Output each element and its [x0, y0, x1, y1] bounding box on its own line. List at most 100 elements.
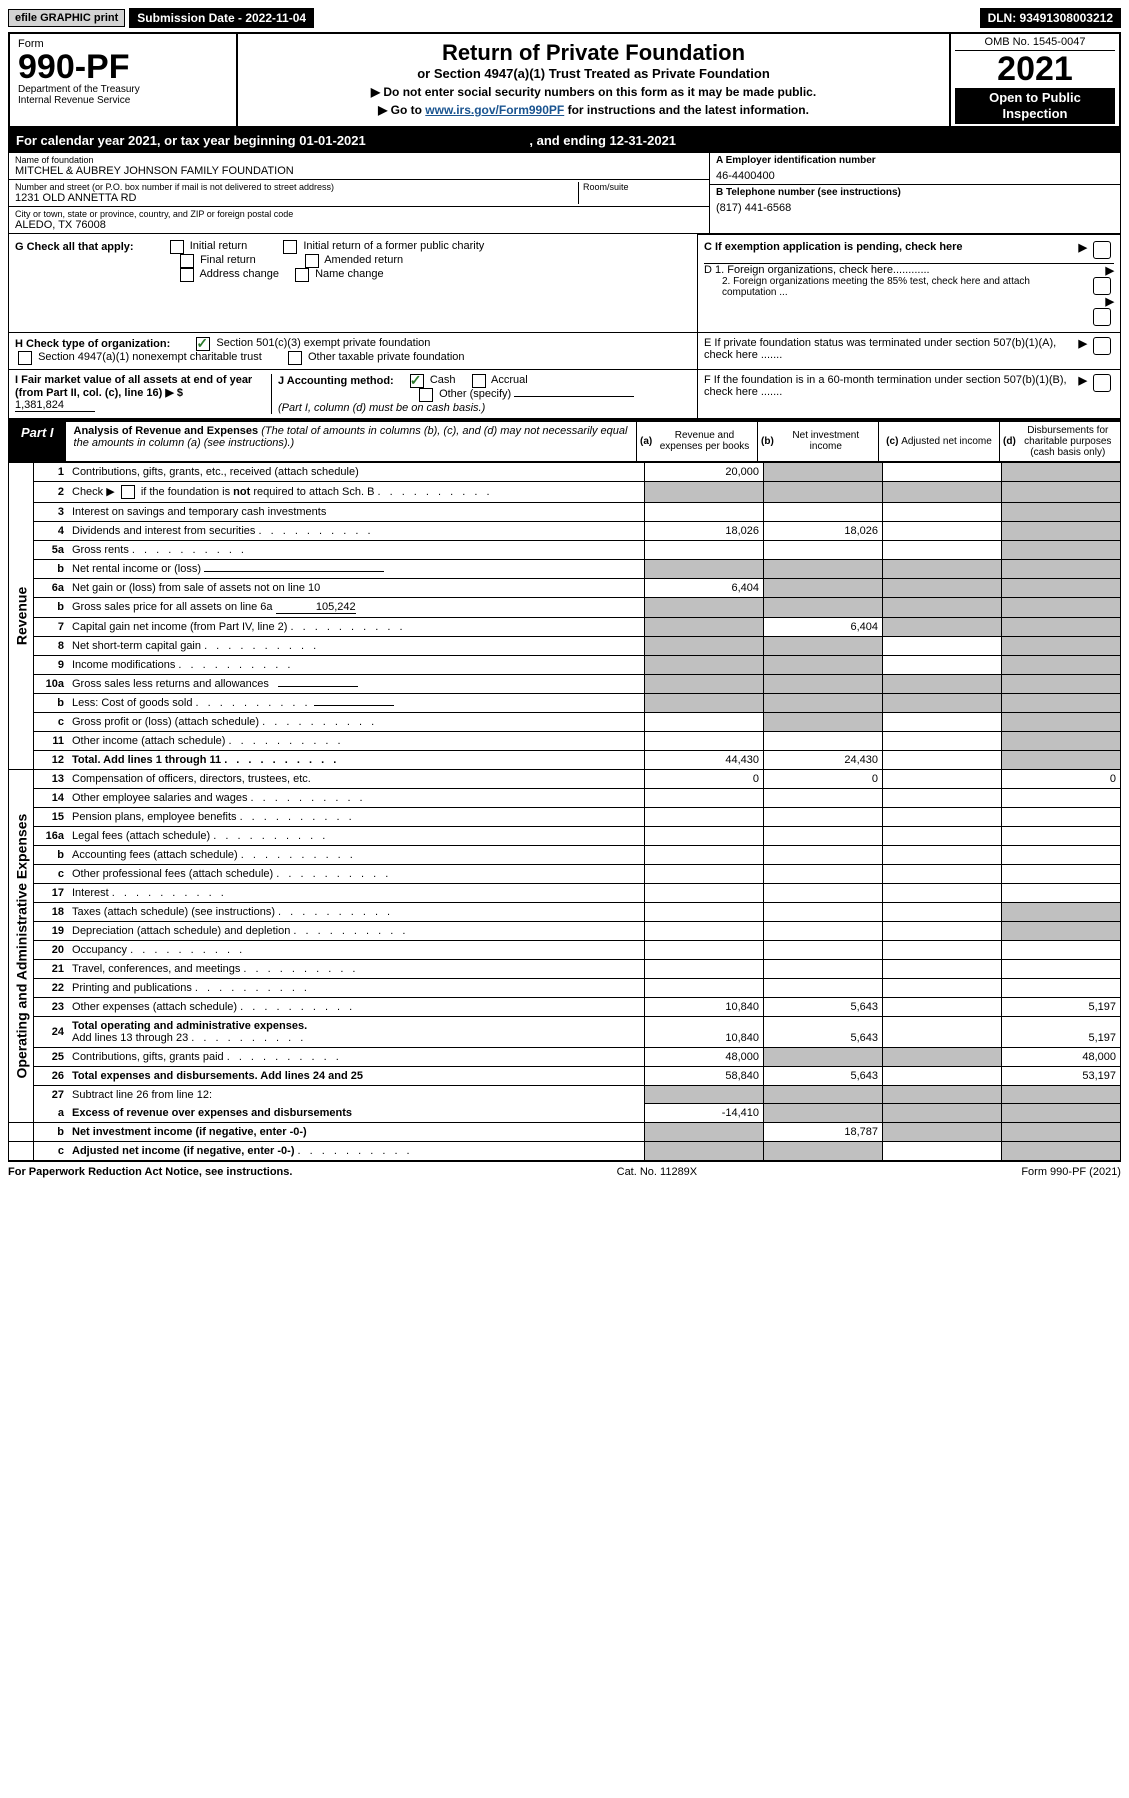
l16a: Legal fees (attach schedule) — [68, 826, 645, 845]
h-other: Other taxable private foundation — [308, 351, 465, 363]
omb: OMB No. 1545-0047 — [955, 36, 1115, 51]
cal-begin: 01-01-2021 — [299, 133, 366, 148]
l6a: Net gain or (loss) from sale of assets n… — [68, 578, 645, 597]
ein-label: A Employer identification number — [716, 155, 1114, 166]
cb-initial[interactable] — [170, 240, 184, 254]
cb-e[interactable] — [1093, 337, 1111, 355]
l6b: Gross sales price for all assets on line… — [68, 597, 645, 617]
part1-header: Part I Analysis of Revenue and Expenses … — [8, 420, 1121, 462]
form990pf-link[interactable]: www.irs.gov/Form990PF — [425, 103, 564, 117]
footer-right: Form 990-PF (2021) — [1021, 1166, 1121, 1178]
addr: 1231 OLD ANNETTA RD — [15, 192, 578, 204]
g-address: Address change — [199, 268, 279, 280]
arrow-icon: ▶ — [1079, 241, 1087, 259]
calendar-year-row: For calendar year 2021, or tax year begi… — [8, 129, 1121, 152]
cb-address[interactable] — [180, 268, 194, 282]
city-label: City or town, state or province, country… — [15, 209, 703, 219]
l18: Taxes (attach schedule) (see instruction… — [68, 902, 645, 921]
j-note: (Part I, column (d) must be on cash basi… — [278, 402, 485, 414]
l25: Contributions, gifts, grants paid — [68, 1047, 645, 1066]
g-label: G Check all that apply: — [15, 240, 134, 252]
j-cash: Cash — [430, 374, 456, 386]
efile-print-button[interactable]: efile GRAPHIC print — [8, 9, 125, 27]
cb-final[interactable] — [180, 254, 194, 268]
j-other: Other (specify) — [439, 388, 511, 400]
cb-other-method[interactable] — [419, 388, 433, 402]
cb-name-change[interactable] — [295, 268, 309, 282]
form-header: Form 990-PF Department of the Treasury I… — [8, 32, 1121, 129]
l16c: Other professional fees (attach schedule… — [68, 864, 645, 883]
l10a: Gross sales less returns and allowances — [68, 674, 645, 693]
cb-c[interactable] — [1093, 241, 1111, 259]
part-label: Part I — [9, 422, 66, 461]
h-label: H Check type of organization: — [15, 337, 170, 349]
city: ALEDO, TX 76008 — [15, 219, 703, 231]
cb-initial-former[interactable] — [283, 240, 297, 254]
i-val: 1,381,824 — [15, 399, 95, 412]
tax-year: 2021 — [955, 51, 1115, 88]
name-label: Name of foundation — [15, 155, 703, 165]
e-label: E If private foundation status was termi… — [704, 337, 1079, 365]
footer-mid: Cat. No. 11289X — [617, 1166, 698, 1178]
open-public: Open to Public Inspection — [955, 88, 1115, 123]
expenses-label: Operating and Administrative Expenses — [9, 769, 34, 1123]
arrow-icon: ▶ — [1079, 374, 1087, 414]
l27a: Excess of revenue over expenses and disb… — [68, 1104, 645, 1123]
i-label: I Fair market value of all assets at end… — [15, 374, 252, 399]
l5b: Net rental income or (loss) — [68, 559, 645, 578]
g-initial-former: Initial return of a former public charit… — [303, 240, 484, 252]
cb-501c3[interactable] — [196, 337, 210, 351]
l10c: Gross profit or (loss) (attach schedule) — [68, 712, 645, 731]
cb-schb[interactable] — [121, 485, 135, 499]
col-a: Revenue and expenses per books — [655, 430, 754, 452]
cb-cash[interactable] — [410, 374, 424, 388]
foundation-name: MITCHEL & AUBREY JOHNSON FAMILY FOUNDATI… — [15, 165, 703, 177]
section-ijf: I Fair market value of all assets at end… — [8, 370, 1121, 420]
h-501c3: Section 501(c)(3) exempt private foundat… — [216, 337, 430, 349]
cb-accrual[interactable] — [472, 374, 486, 388]
cb-amended[interactable] — [305, 254, 319, 268]
l15: Pension plans, employee benefits — [68, 807, 645, 826]
g-initial: Initial return — [190, 240, 247, 252]
cb-4947[interactable] — [18, 351, 32, 365]
entity-block: Name of foundation MITCHEL & AUBREY JOHN… — [8, 152, 1121, 234]
g-name-change: Name change — [315, 268, 384, 280]
l27: Subtract line 26 from line 12: — [68, 1085, 645, 1104]
cb-f[interactable] — [1093, 374, 1111, 392]
cb-d2[interactable] — [1093, 308, 1111, 326]
l5a: Gross rents — [68, 540, 645, 559]
l26: Total expenses and disbursements. Add li… — [68, 1066, 645, 1085]
footer-left: For Paperwork Reduction Act Notice, see … — [8, 1166, 292, 1178]
f-label: F If the foundation is in a 60-month ter… — [704, 374, 1079, 414]
l17: Interest — [68, 883, 645, 902]
g-amended: Amended return — [324, 254, 403, 266]
cal-end: 12-31-2021 — [610, 133, 677, 148]
cal-pre: For calendar year 2021, or tax year begi… — [16, 133, 299, 148]
cal-mid: , and ending — [529, 133, 609, 148]
arrow-icon: ▶ — [1106, 296, 1114, 308]
page-footer: For Paperwork Reduction Act Notice, see … — [8, 1166, 1121, 1178]
revenue-expense-table: Revenue 1Contributions, gifts, grants, e… — [8, 462, 1121, 1163]
arrow-icon: ▶ — [1106, 265, 1114, 277]
arrow-icon: ▶ — [1079, 337, 1087, 365]
cb-d1[interactable] — [1093, 277, 1111, 295]
l7: Capital gain net income (from Part IV, l… — [68, 617, 645, 636]
j-accrual: Accrual — [491, 374, 528, 386]
col-b: Net investment income — [777, 430, 875, 452]
top-bar: efile GRAPHIC print Submission Date - 20… — [8, 8, 1121, 28]
l24: Total operating and administrative expen… — [68, 1016, 645, 1047]
l9: Income modifications — [68, 655, 645, 674]
phone: (817) 441-6568 — [716, 202, 1114, 214]
irs: Internal Revenue Service — [18, 95, 228, 106]
cb-other-taxable[interactable] — [288, 351, 302, 365]
l13: Compensation of officers, directors, tru… — [68, 769, 645, 788]
revenue-label: Revenue — [9, 462, 34, 769]
h-4947: Section 4947(a)(1) nonexempt charitable … — [38, 351, 262, 363]
l11: Other income (attach schedule) — [68, 731, 645, 750]
l10b: Less: Cost of goods sold — [68, 693, 645, 712]
form-subtitle: or Section 4947(a)(1) Trust Treated as P… — [250, 66, 937, 81]
l22: Printing and publications — [68, 978, 645, 997]
form-number: 990-PF — [18, 50, 228, 84]
l8: Net short-term capital gain — [68, 636, 645, 655]
room-label: Room/suite — [583, 182, 703, 192]
